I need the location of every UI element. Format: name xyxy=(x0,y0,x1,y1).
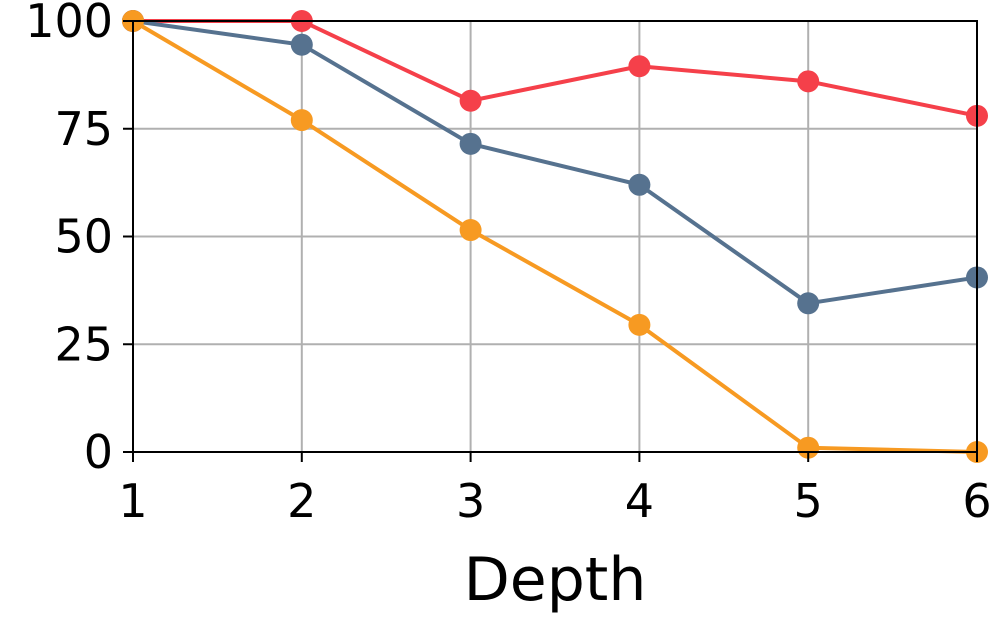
x-axis-title: Depth xyxy=(464,545,647,615)
grid xyxy=(132,20,978,453)
series-line xyxy=(132,19,978,306)
data-point xyxy=(797,292,820,315)
data-point xyxy=(628,173,651,196)
x-tick-label: 3 xyxy=(456,474,485,528)
y-tick-label: 0 xyxy=(84,425,113,479)
data-point xyxy=(628,313,651,336)
series-line xyxy=(133,19,978,118)
data-point xyxy=(290,33,313,56)
y-tick-label: 25 xyxy=(54,317,113,371)
x-tick-label: 1 xyxy=(118,474,147,528)
axis-ticks: 1 2 3 4 5 6 0 25 50 75 100 xyxy=(25,0,991,528)
series-3 xyxy=(122,10,988,463)
x-tick-label: 4 xyxy=(625,474,654,528)
data-point xyxy=(459,132,482,155)
y-tick-label: 100 xyxy=(25,0,113,48)
y-tick-label: 50 xyxy=(54,210,113,264)
series-2 xyxy=(122,10,988,315)
data-point xyxy=(459,219,482,242)
x-tick-label: 2 xyxy=(287,474,316,528)
x-tick-label: 6 xyxy=(962,474,991,528)
data-point xyxy=(797,436,820,459)
data-point xyxy=(459,89,482,112)
y-tick-label: 75 xyxy=(54,102,113,156)
x-tick-label: 5 xyxy=(794,474,823,528)
series-1 xyxy=(122,10,988,127)
series-line xyxy=(131,19,978,454)
data-point xyxy=(797,70,820,93)
data-point xyxy=(290,109,313,132)
data-point xyxy=(628,55,651,78)
